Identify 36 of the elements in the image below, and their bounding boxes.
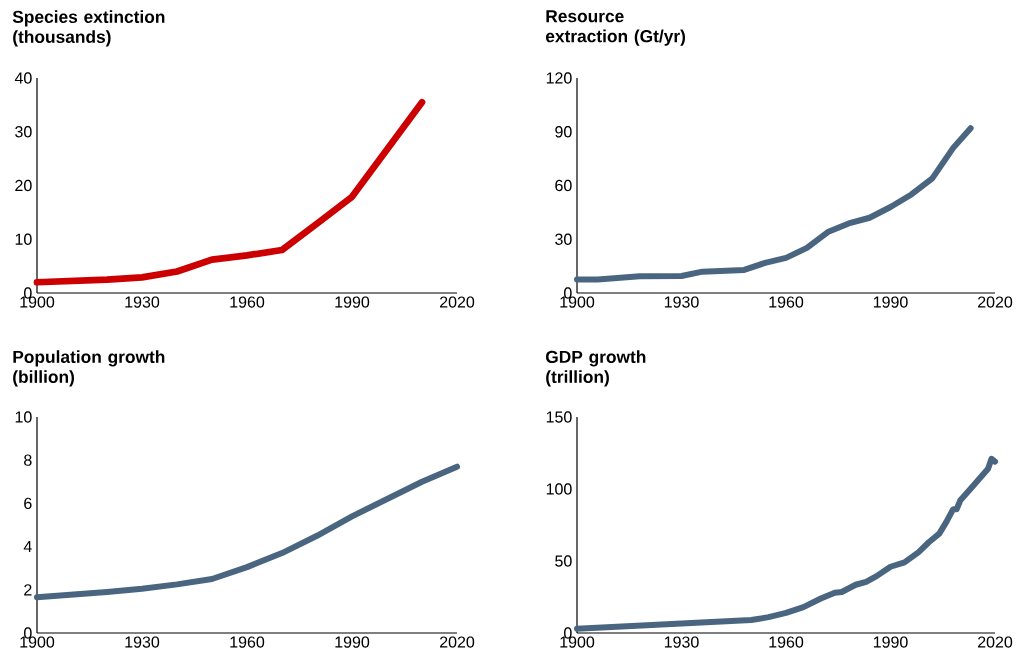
x-tick-label: 1930 <box>125 296 160 308</box>
chart-title: Species extinction (thousands) <box>12 10 165 47</box>
x-tick-label: 1930 <box>125 636 160 648</box>
y-tick-label: 150 <box>546 411 572 423</box>
x-tick-label: 1930 <box>664 636 699 648</box>
y-tick-label: 30 <box>15 126 32 138</box>
y-tick-label: 30 <box>555 233 572 245</box>
x-tick-label: 1990 <box>873 636 908 648</box>
y-tick-label: 20 <box>15 179 32 192</box>
x-tick-label: 1990 <box>873 296 908 308</box>
chart-title: GDP growth (trillion) <box>545 350 646 387</box>
x-tick-label: 1960 <box>230 296 265 308</box>
y-tick-label: 120 <box>546 72 572 84</box>
x-tick-label: 1960 <box>230 636 265 648</box>
y-tick-label: 60 <box>555 179 572 192</box>
y-tick-label: 100 <box>546 483 572 495</box>
y-tick-label: 90 <box>555 126 572 138</box>
x-tick-label: 1990 <box>335 296 370 308</box>
y-tick-label: 50 <box>555 555 572 567</box>
chart-title: Population growth (billion) <box>13 350 165 387</box>
y-tick-label: 4 <box>23 541 32 553</box>
x-tick-label: 1960 <box>769 296 804 308</box>
x-tick-label: 2020 <box>440 636 475 648</box>
x-tick-label: 2020 <box>440 296 475 308</box>
x-tick-label: 1990 <box>335 636 370 648</box>
x-tick-label: 1930 <box>664 296 699 308</box>
chart-title: Resource extraction (Gt/yr) <box>545 10 686 46</box>
y-tick-label: 6 <box>24 497 32 510</box>
x-tick-label: 1960 <box>769 636 804 648</box>
y-tick-label: 40 <box>14 72 32 84</box>
x-tick-label: 2020 <box>978 636 1013 648</box>
y-tick-label: 10 <box>15 233 32 245</box>
y-tick-label: 8 <box>24 454 32 466</box>
y-tick-label: 2 <box>24 584 32 596</box>
y-tick-label: 10 <box>15 411 32 423</box>
x-tick-label: 2020 <box>978 296 1013 308</box>
